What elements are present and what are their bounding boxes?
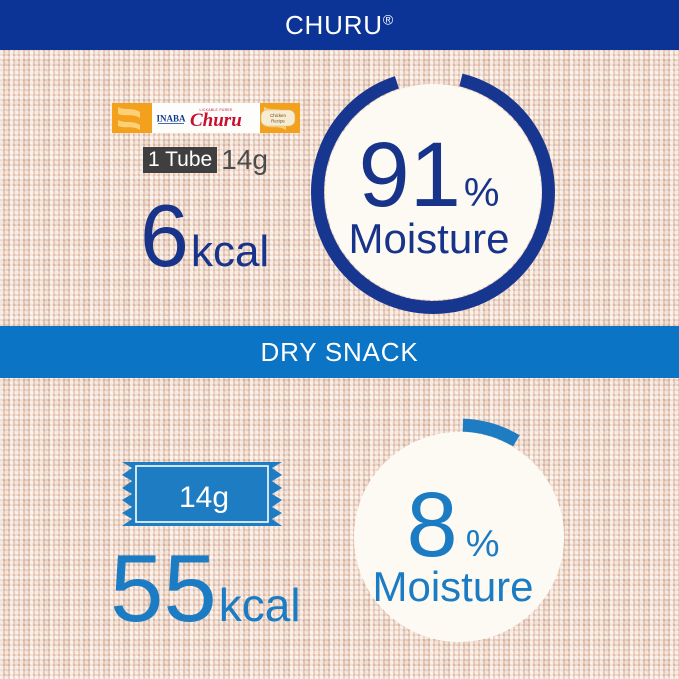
- serving-weight-label: 14g: [221, 144, 268, 175]
- svg-text:LICKABLE PUREE: LICKABLE PUREE: [199, 108, 232, 112]
- dry-snack-donut-graphic: [340, 418, 578, 656]
- svg-text:INABA: INABA: [156, 114, 186, 124]
- svg-text:Recipe: Recipe: [271, 119, 285, 124]
- dry-snack-weight-label: 14g: [179, 481, 229, 514]
- dry-snack-calories: 55 kcal: [110, 535, 301, 642]
- dry-snack-banner-label: DRY SNACK: [260, 336, 419, 367]
- dry-snack-moisture-donut: 8 % Moisture: [337, 415, 581, 659]
- churu-calories-value: 6: [140, 186, 189, 285]
- churu-tube-illustration: INABA Churu LICKABLE PUREE Chicken Recip…: [112, 103, 300, 133]
- dry-snack-banner: DRY SNACK: [0, 326, 679, 378]
- serving-count-badge: 1 Tube: [143, 147, 218, 173]
- churu-banner: CHURU®: [0, 0, 679, 50]
- churu-banner-text: CHURU®: [285, 10, 394, 41]
- registered-trademark-icon: ®: [382, 10, 394, 27]
- churu-calories: 6 kcal: [140, 186, 270, 285]
- svg-text:Churu: Churu: [190, 110, 242, 131]
- churu-calories-unit: kcal: [190, 227, 270, 276]
- dry-snack-pouch-illustration: 14g: [122, 462, 282, 526]
- dry-snack-calories-value: 55: [110, 535, 217, 642]
- churu-moisture-donut: 91 % Moisture: [307, 66, 559, 318]
- dry-snack-package: 14g: [122, 459, 282, 529]
- churu-serving-size: 1 Tube 14g: [143, 146, 268, 174]
- churu-tube-package: INABA Churu LICKABLE PUREE Chicken Recip…: [112, 103, 300, 133]
- dry-snack-banner-text: DRY SNACK: [261, 337, 419, 368]
- svg-text:Chicken: Chicken: [270, 113, 286, 118]
- churu-banner-label: CHURU: [284, 9, 383, 40]
- dry-snack-calories-unit: kcal: [218, 579, 301, 631]
- churu-donut-graphic: [311, 70, 555, 314]
